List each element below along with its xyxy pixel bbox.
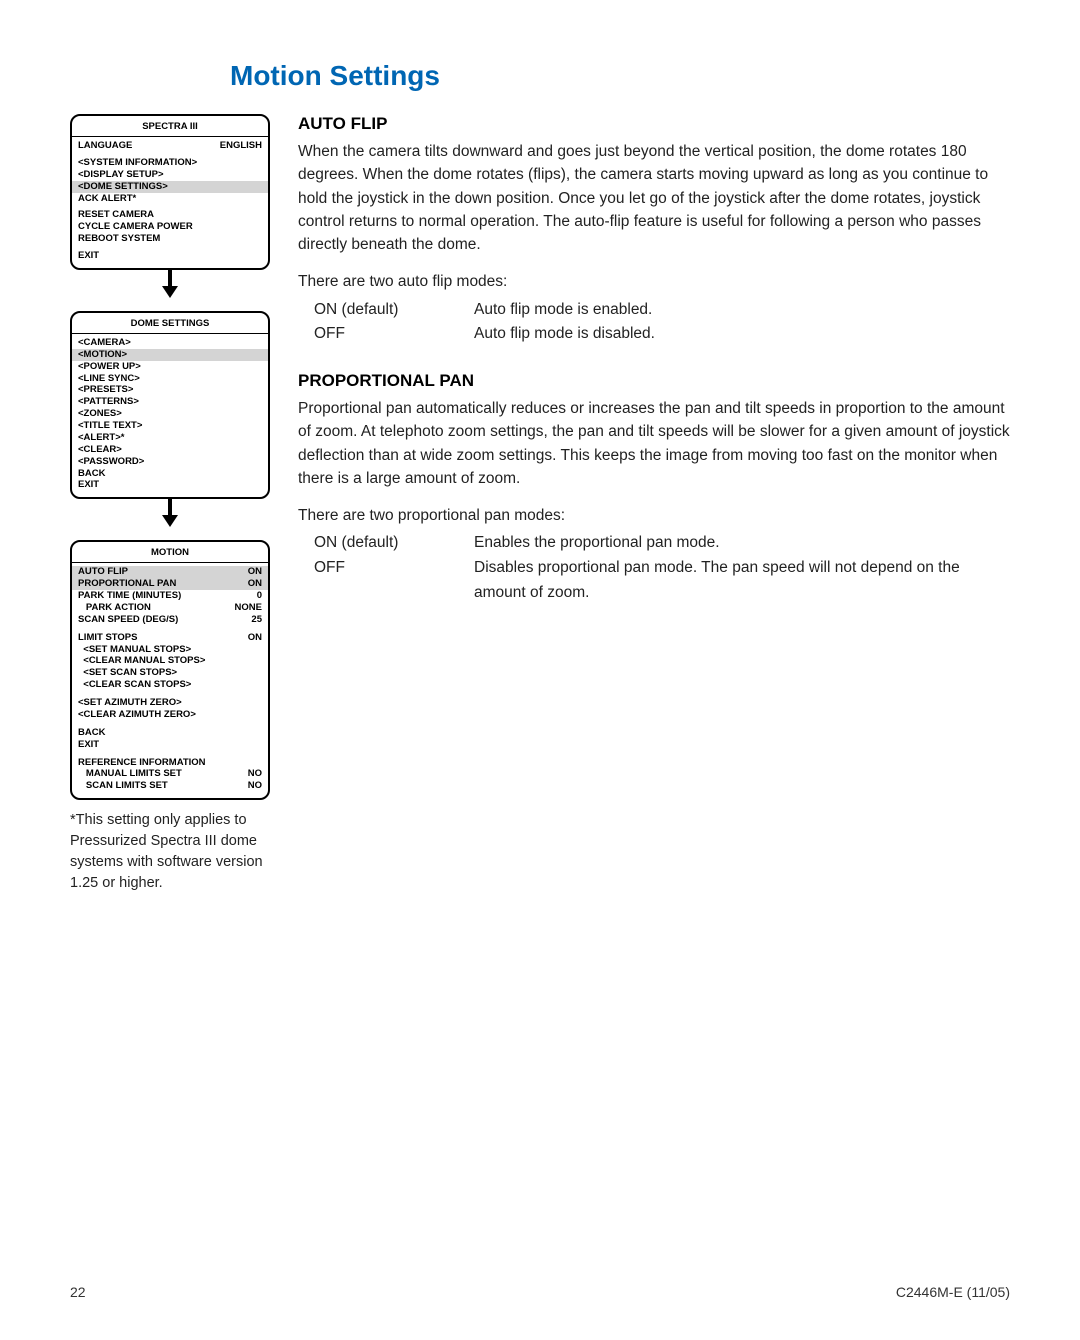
menu-row: SCAN SPEED (DEG/S)25 (78, 614, 262, 626)
panel-motion-body: AUTO FLIPON PROPORTIONAL PANON PARK TIME… (72, 562, 268, 798)
menu-row-highlighted: AUTO FLIPON (72, 566, 268, 578)
menu-row: <ZONES> (78, 408, 262, 420)
panel-spectra-body: LANGUAGEENGLISH <SYSTEM INFORMATION> <DI… (72, 136, 268, 268)
def-row: ON (default)Auto flip mode is enabled. (314, 298, 1010, 323)
menu-row: <ALERT>* (78, 432, 262, 444)
menu-row-highlighted: <DOME SETTINGS> (72, 181, 268, 193)
menu-row: CYCLE CAMERA POWER (78, 221, 262, 233)
menu-row: BACK (78, 727, 262, 739)
footer: 22 C2446M-E (11/05) (70, 1284, 1010, 1300)
menu-row: <SYSTEM INFORMATION> (78, 157, 262, 169)
down-arrow-icon (70, 507, 270, 532)
footnote: *This setting only applies to Pressurize… (70, 810, 270, 894)
panel-spectra: SPECTRA III LANGUAGEENGLISH <SYSTEM INFO… (70, 114, 270, 270)
page-number: 22 (70, 1284, 86, 1300)
menu-row: <SET MANUAL STOPS> (78, 644, 262, 656)
menu-row: <DISPLAY SETUP> (78, 169, 262, 181)
def-row: ON (default)Enables the proportional pan… (314, 531, 1010, 556)
def-row: OFFDisables proportional pan mode. The p… (314, 556, 1010, 606)
right-column: AUTO FLIP When the camera tilts downward… (298, 114, 1010, 894)
menu-row: EXIT (78, 250, 262, 262)
menu-row: <CLEAR MANUAL STOPS> (78, 655, 262, 667)
menu-row: SCAN LIMITS SETNO (78, 780, 262, 792)
menu-row: BACK (78, 468, 262, 480)
menu-row: <PASSWORD> (78, 456, 262, 468)
down-arrow-icon (70, 278, 270, 303)
menu-row: RESET CAMERA (78, 209, 262, 221)
menu-row: REBOOT SYSTEM (78, 233, 262, 245)
menu-row: <SET AZIMUTH ZERO> (78, 697, 262, 709)
menu-row: <CAMERA> (78, 337, 262, 349)
doc-code: C2446M-E (11/05) (896, 1284, 1010, 1300)
panel-spectra-title: SPECTRA III (72, 116, 268, 136)
panel-dome-body: <CAMERA> <MOTION> <POWER UP> <LINE SYNC>… (72, 333, 268, 497)
panel-motion-title: MOTION (72, 542, 268, 562)
main-layout: SPECTRA III LANGUAGEENGLISH <SYSTEM INFO… (70, 114, 1010, 894)
page-title: Motion Settings (230, 60, 1010, 92)
menu-row: REFERENCE INFORMATION (78, 757, 262, 769)
menu-row: <PRESETS> (78, 384, 262, 396)
proppan-para: Proportional pan automatically reduces o… (298, 397, 1010, 490)
menu-row: MANUAL LIMITS SETNO (78, 768, 262, 780)
menu-row: <LINE SYNC> (78, 373, 262, 385)
menu-row: <SET SCAN STOPS> (78, 667, 262, 679)
menu-row: EXIT (78, 479, 262, 491)
menu-row-highlighted: <MOTION> (72, 349, 268, 361)
menu-row: <PATTERNS> (78, 396, 262, 408)
autoflip-heading: AUTO FLIP (298, 114, 1010, 134)
autoflip-deflist: ON (default)Auto flip mode is enabled. O… (314, 298, 1010, 348)
menu-row: ACK ALERT* (78, 193, 262, 205)
proppan-sub: There are two proportional pan modes: (298, 504, 1010, 527)
menu-row: <CLEAR SCAN STOPS> (78, 679, 262, 691)
autoflip-sub: There are two auto flip modes: (298, 270, 1010, 293)
menu-row: <CLEAR AZIMUTH ZERO> (78, 709, 262, 721)
menu-row: PARK TIME (MINUTES)0 (78, 590, 262, 602)
menu-row-highlighted: PROPORTIONAL PANON (72, 578, 268, 590)
proppan-deflist: ON (default)Enables the proportional pan… (314, 531, 1010, 605)
menu-row: <POWER UP> (78, 361, 262, 373)
menu-row: <TITLE TEXT> (78, 420, 262, 432)
menu-row: LANGUAGEENGLISH (78, 140, 262, 152)
panel-motion: MOTION AUTO FLIPON PROPORTIONAL PANON PA… (70, 540, 270, 800)
menu-row: <CLEAR> (78, 444, 262, 456)
proppan-heading: PROPORTIONAL PAN (298, 371, 1010, 391)
panel-dome-settings: DOME SETTINGS <CAMERA> <MOTION> <POWER U… (70, 311, 270, 499)
menu-row: LIMIT STOPSON (78, 632, 262, 644)
autoflip-para: When the camera tilts downward and goes … (298, 140, 1010, 256)
menu-row: EXIT (78, 739, 262, 751)
menu-row: PARK ACTIONNONE (78, 602, 262, 614)
panel-dome-title: DOME SETTINGS (72, 313, 268, 333)
def-row: OFFAuto flip mode is disabled. (314, 322, 1010, 347)
left-column: SPECTRA III LANGUAGEENGLISH <SYSTEM INFO… (70, 114, 270, 894)
